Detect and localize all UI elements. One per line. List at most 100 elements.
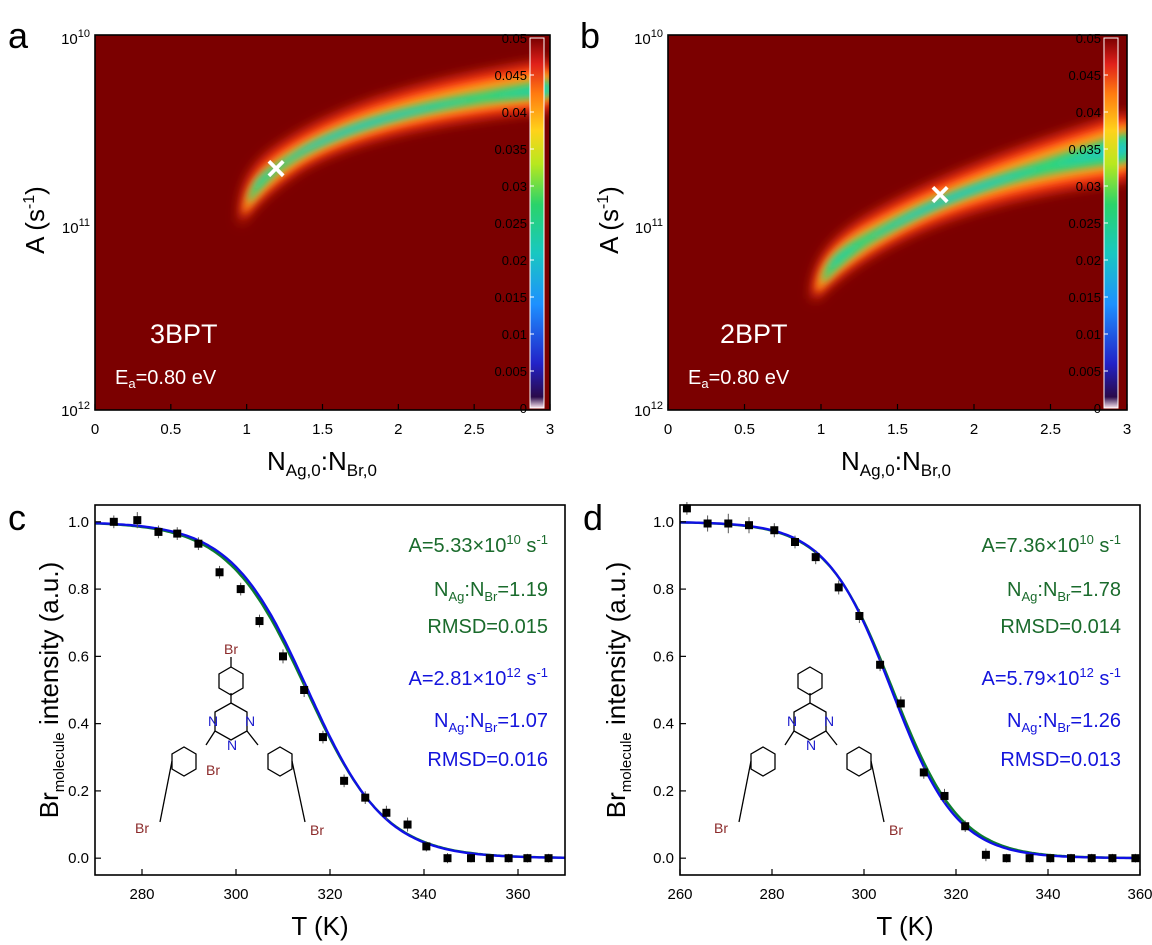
panel-letter-a: a	[8, 15, 29, 56]
y-tick-label: 0.6	[653, 648, 674, 665]
bromine-label: Br	[135, 820, 149, 836]
data-point	[1131, 854, 1140, 863]
data-point	[724, 519, 733, 528]
y-tick-label: 1011	[62, 217, 90, 237]
data-point	[173, 529, 182, 538]
x-tick-label: 280	[129, 886, 154, 903]
data-points	[682, 502, 1140, 863]
panel-letter-b: b	[580, 15, 600, 56]
fit-annotation-green: A=7.36×1010 s-1 NAg:NBr=1.78 RMSD=0.014	[982, 532, 1121, 638]
data-point	[318, 733, 327, 742]
data-point	[194, 539, 203, 548]
y-tick-label: 1.0	[68, 514, 89, 531]
data-point	[300, 686, 309, 694]
x-tick-label: 0	[664, 421, 672, 438]
data-point	[154, 527, 163, 536]
fit-curve	[94, 522, 565, 859]
x-tick-label: 1	[242, 421, 250, 438]
x-tick-label: 0.5	[734, 421, 755, 438]
x-tick-label: 360	[505, 886, 530, 903]
colorbar-tick-label: 0.015	[1068, 290, 1101, 305]
y-axis-label: A (s-1)	[20, 186, 50, 254]
panel-b: b × 2BPT Ea=0.80 eV 0.050.0450.040.0350.…	[580, 15, 1131, 480]
molecule-3bpt-structure	[159, 657, 306, 823]
colorbar-tick-label: 0.01	[502, 327, 527, 342]
data-point	[109, 517, 118, 526]
y-tick-label: 0.8	[653, 581, 674, 598]
prefactor-text: A=5.79×1012 s-1	[982, 665, 1121, 690]
panel-c: c 280 300 320 340 360 0.0 0.2 0.4 0.6 0.8 1.0 T (…	[8, 497, 566, 941]
rmsd-text: RMSD=0.015	[427, 616, 548, 638]
colorbar-tick-label: 0.02	[1076, 253, 1101, 268]
y-tick-label: 0.6	[68, 648, 89, 665]
x-tick-label: 280	[759, 886, 784, 903]
y-tick-label: 0.0	[68, 850, 89, 867]
x-axis-ticks: 280 300 320 340 360	[129, 869, 531, 903]
data-points	[109, 512, 553, 864]
data-point	[1108, 854, 1117, 863]
data-point	[770, 526, 779, 535]
colorbar-tick-label: 0.05	[1076, 31, 1101, 46]
fit-annotation-blue: A=2.81×1012 s-1 NAg:NBr=1.07 RMSD=0.016	[409, 665, 548, 771]
data-point	[981, 850, 990, 859]
data-point	[940, 791, 949, 800]
molecule-label: 2BPT	[720, 319, 788, 349]
y-tick-label: 0.4	[68, 716, 89, 733]
x-tick-label: 2	[970, 421, 978, 438]
panel-letter-c: c	[8, 497, 26, 538]
y-tick-label: 1011	[635, 217, 663, 237]
y-tick-label: 0.0	[653, 850, 674, 867]
bromine-label: Br	[310, 822, 324, 838]
data-point	[133, 516, 142, 525]
panel-d: d 260 280 300 320 340 360 0.00.20.40.60.81.0 …	[583, 497, 1152, 941]
data-point	[791, 538, 799, 546]
data-point	[255, 617, 264, 626]
best-fit-marker: ×	[930, 176, 950, 214]
colorbar-ticks: 0.05 0.045 0.04 0.035 0.03 0.025 0.02 0.015 0.01…	[1068, 31, 1108, 416]
x-tick-label: 2.5	[464, 421, 485, 438]
y-tick-label: 1010	[61, 28, 90, 48]
panel-a: a × 3BPT Ea=0.80 eV 0.050.0450.040.0350.…	[8, 15, 554, 480]
colorbar-tick-label: 0.015	[494, 290, 527, 305]
molecule-3bpt-labels: Br Br Br Br N N N	[135, 641, 324, 838]
data-point	[279, 652, 287, 661]
molecule-label: 3BPT	[150, 319, 218, 349]
heatmap-valley	[812, 112, 1127, 300]
fit-curves	[94, 522, 566, 859]
data-point	[523, 854, 532, 863]
prefactor-text: A=2.81×1012 s-1	[409, 665, 548, 690]
nitrogen-label: N	[824, 713, 834, 729]
colorbar-ticks: 0.05 0.045 0.04 0.035 0.03 0.025 0.02 0.015 0.01…	[494, 31, 534, 416]
activation-energy-label: Ea=0.80 eV	[688, 367, 790, 391]
y-axis-ticks: 1010 1011 1012	[61, 28, 90, 420]
colorbar-tick-label: 0.04	[1076, 105, 1101, 120]
ratio-text: NAg:NBr=1.78	[1007, 579, 1121, 604]
data-point	[745, 521, 753, 530]
data-point	[467, 854, 475, 863]
data-point	[382, 808, 391, 817]
x-tick-label: 320	[943, 886, 968, 903]
x-tick-label: 360	[1127, 886, 1152, 903]
data-point	[361, 793, 370, 802]
fit-annotation-green: A=5.33×1010 s-1 NAg:NBr=1.19 RMSD=0.015	[409, 532, 548, 638]
plot-frame	[679, 504, 1141, 876]
x-axis-label: NAg,0:NBr,0	[841, 446, 951, 480]
y-tick-label: 1012	[61, 400, 90, 420]
colorbar-tick-label: 0.04	[502, 105, 527, 120]
y-axis-ticks: 0.0 0.2 0.4 0.6 0.8 1.0	[68, 514, 101, 867]
data-point	[834, 583, 843, 592]
data-point	[855, 612, 864, 620]
colorbar-tick-label: 0.045	[1068, 68, 1101, 83]
nitrogen-label: N	[787, 713, 797, 729]
rmsd-text: RMSD=0.014	[1000, 616, 1121, 638]
prefactor-text: A=5.33×1010 s-1	[409, 532, 548, 557]
best-fit-marker: ×	[266, 150, 286, 188]
x-tick-label: 0.5	[160, 421, 181, 438]
y-axis-label: Brmolecule intensity (a.u.)	[601, 562, 635, 819]
data-point	[544, 854, 553, 863]
x-axis-ticks: 260 280 300 320 340 360	[667, 869, 1152, 903]
x-tick-label: 3	[1123, 421, 1131, 438]
x-tick-label: 1	[817, 421, 825, 438]
molecule-2bpt-labels: Br Br N N N	[714, 713, 903, 838]
fit-curve	[679, 521, 1140, 860]
